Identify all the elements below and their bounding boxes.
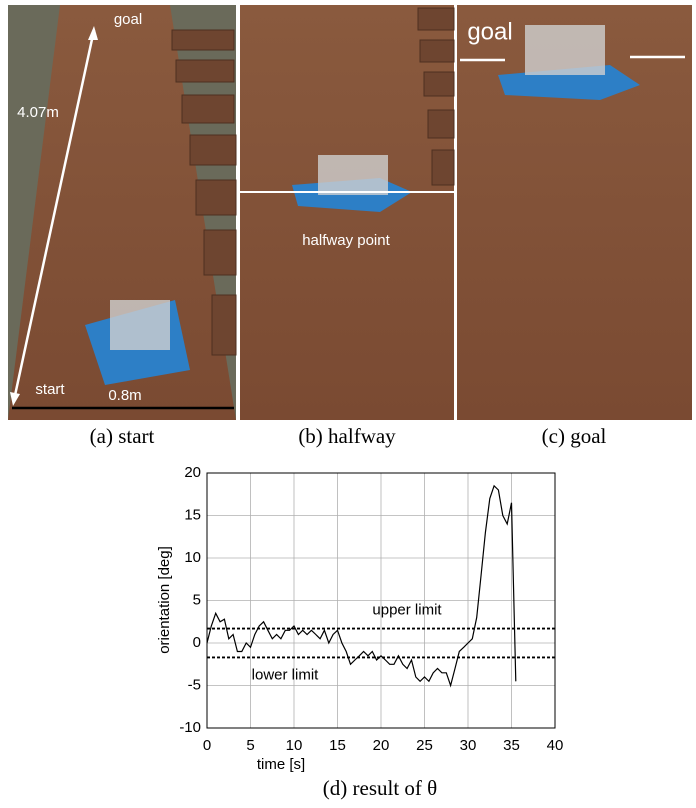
caption: (c) goal [542,424,607,448]
y-tick-label: 0 [193,634,201,651]
photo-start: goal 4.07m start 0.8m [8,5,236,420]
reference-label: upper limit [372,602,442,619]
x-tick-label: 20 [373,737,390,754]
x-tick-label: 30 [460,737,477,754]
y-tick-label: 5 [193,591,201,608]
photo-label: halfway point [302,232,390,249]
photo-label: start [35,381,65,398]
photo-label: 0.8m [108,387,141,404]
caption: (b) halfway [298,424,396,448]
photo-label: 4.07m [17,104,59,121]
y-tick-label: 20 [184,464,201,481]
x-tick-label: 15 [329,737,346,754]
reference-label: lower limit [252,666,320,683]
y-axis-label: orientation [deg] [156,546,173,654]
figure: goal 4.07m start 0.8m halfway point goal… [0,0,696,808]
photo-label: goal [467,18,512,45]
y-tick-label: 10 [184,549,201,566]
x-tick-label: 25 [416,737,433,754]
x-tick-label: 35 [503,737,520,754]
x-axis-label: time [s] [257,756,305,773]
photo-label: goal [114,11,142,28]
photo-halfway: halfway point [240,5,454,420]
y-tick-label: -5 [188,676,201,693]
x-tick-label: 40 [547,737,564,754]
x-tick-label: 0 [203,737,211,754]
caption: (a) start [90,424,155,448]
photo-goal: goal [457,5,692,420]
x-tick-label: 5 [246,737,254,754]
y-tick-label: 15 [184,506,201,523]
x-tick-label: 10 [286,737,303,754]
caption: (d) result of θ [323,776,437,800]
y-tick-label: -10 [179,719,201,736]
